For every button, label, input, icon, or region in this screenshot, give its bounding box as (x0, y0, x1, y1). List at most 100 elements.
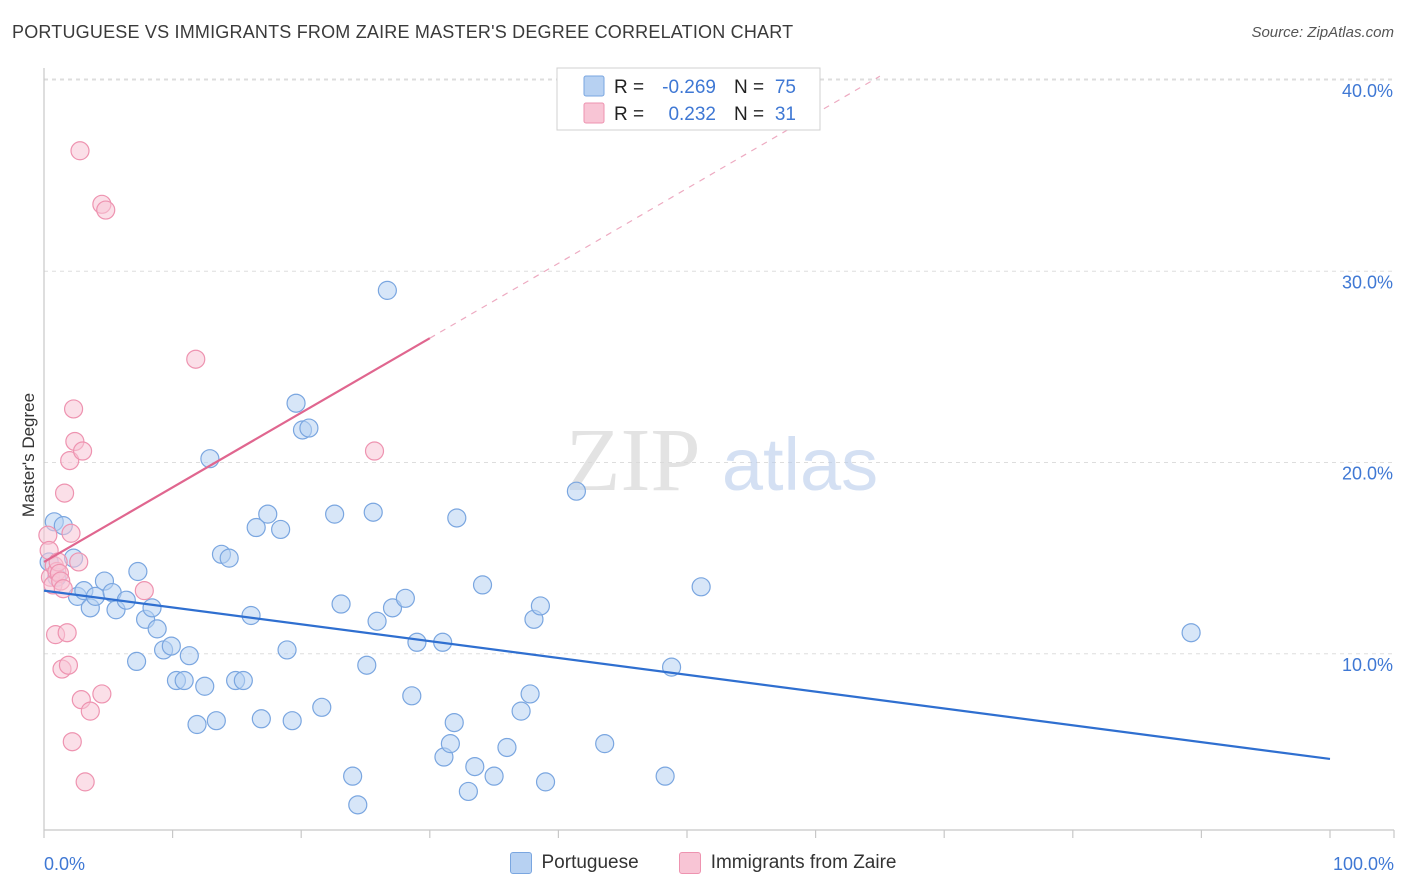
y-axis-title: Master's Degree (19, 393, 38, 517)
point-portuguese (187, 714, 207, 735)
point-portuguese (282, 711, 302, 731)
point-portuguese (325, 504, 345, 524)
y-tick-label: 40.0% (1342, 81, 1393, 101)
point-zaire (58, 655, 79, 675)
legend-label-zaire: Immigrants from Zaire (710, 852, 897, 873)
point-portuguese (511, 701, 531, 721)
point-portuguese (407, 632, 427, 652)
point-portuguese (174, 670, 194, 691)
legend-n-label-portuguese: N = (734, 77, 764, 98)
point-portuguese (219, 548, 239, 568)
bottom-legend: Portuguese Immigrants from Zaire (0, 852, 1406, 874)
watermark-atlas: atlas (722, 423, 878, 506)
point-portuguese (655, 766, 675, 786)
point-portuguese (458, 781, 478, 802)
point-portuguese (161, 636, 181, 656)
point-portuguese (241, 605, 261, 626)
legend-box: R = -0.269 N = 75 R = 0.232 N = 31 (556, 67, 821, 131)
x-ticks (43, 830, 1395, 838)
point-zaire (60, 450, 80, 471)
point-zaire (134, 581, 154, 601)
point-portuguese (535, 772, 556, 792)
point-portuguese (271, 519, 291, 540)
point-zaire (54, 483, 75, 503)
point-portuguese (343, 766, 363, 786)
legend-label-portuguese: Portuguese (541, 852, 639, 873)
point-portuguese (440, 734, 460, 754)
point-portuguese (402, 686, 422, 706)
grid-lines (44, 78, 1394, 655)
point-portuguese (595, 734, 615, 754)
legend-item-portuguese: Portuguese (509, 852, 639, 874)
trend-line-portuguese (43, 589, 1331, 761)
point-portuguese (147, 619, 167, 639)
point-portuguese (179, 646, 199, 666)
point-portuguese (444, 712, 464, 733)
watermark: ZIP atlas (566, 411, 879, 510)
legend-marker-zaire (678, 852, 701, 874)
point-zaire (92, 684, 112, 704)
source-label: Source: ZipAtlas.com (1251, 24, 1394, 41)
point-portuguese (348, 795, 368, 815)
point-portuguese (195, 676, 215, 696)
point-portuguese (128, 561, 148, 582)
legend-item-zaire: Immigrants from Zaire (678, 852, 897, 874)
point-portuguese (377, 280, 397, 300)
point-portuguese (447, 508, 467, 528)
legend-r-label-zaire: R = (614, 104, 644, 125)
point-zaire (63, 399, 84, 419)
trend-line-zaire (43, 337, 431, 563)
point-portuguese (367, 611, 387, 631)
point-portuguese (206, 711, 226, 731)
legend-n-value-portuguese: 75 (775, 77, 796, 98)
point-portuguese (286, 393, 306, 413)
point-portuguese (497, 737, 517, 758)
y-tick-label: 30.0% (1342, 272, 1393, 292)
point-zaire (70, 141, 90, 161)
point-zaire (186, 349, 206, 369)
point-portuguese (520, 684, 540, 704)
point-portuguese (277, 640, 297, 660)
point-portuguese (258, 504, 278, 524)
point-portuguese (312, 697, 332, 717)
point-zaire (69, 552, 89, 572)
point-portuguese (395, 588, 415, 608)
point-portuguese (299, 418, 319, 438)
legend-r-value-zaire: 0.232 (668, 104, 716, 125)
legend-r-value-portuguese: -0.269 (662, 77, 716, 98)
point-portuguese (331, 594, 351, 614)
legend-n-label-zaire: N = (734, 104, 764, 125)
point-portuguese (142, 598, 162, 618)
y-tick-label: 10.0% (1342, 655, 1393, 675)
point-portuguese (246, 517, 266, 538)
chart-title: PORTUGUESE VS IMMIGRANTS FROM ZAIRE MAST… (12, 22, 794, 42)
point-zaire (72, 441, 93, 461)
point-portuguese (382, 598, 403, 618)
legend-marker-portuguese (509, 852, 532, 874)
legend-r-label-portuguese: R = (614, 77, 644, 98)
legend-n-value-zaire: 31 (775, 104, 796, 125)
point-zaire (96, 200, 116, 220)
watermark-zip: ZIP (566, 411, 701, 510)
point-zaire (57, 623, 77, 643)
axes (43, 68, 1394, 831)
y-tick-label: 20.0% (1342, 464, 1393, 484)
point-portuguese (363, 502, 383, 522)
point-zaire (75, 772, 95, 792)
point-zaire (62, 732, 82, 752)
point-zaire (364, 441, 385, 461)
point-portuguese (1181, 623, 1201, 643)
point-zaire (80, 701, 100, 721)
point-portuguese (251, 709, 271, 729)
point-zaire (61, 523, 81, 543)
point-portuguese (472, 575, 493, 595)
point-portuguese (530, 596, 550, 616)
x-tick-label-max: 100.0% (1333, 854, 1394, 874)
legend-swatch-zaire (583, 102, 605, 124)
point-portuguese (691, 577, 711, 597)
point-portuguese (484, 766, 504, 786)
legend-swatch-portuguese (583, 75, 605, 97)
point-portuguese (126, 651, 147, 672)
y-tick-labels: 10.0% 20.0% 30.0% 40.0% (1342, 81, 1393, 675)
